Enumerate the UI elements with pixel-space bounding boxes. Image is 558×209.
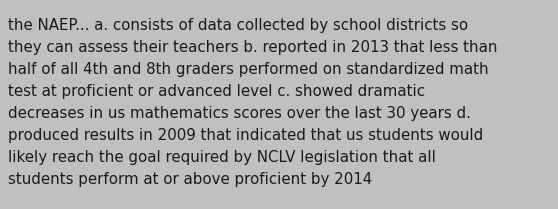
Text: the NAEP... a. consists of data collected by school districts so: the NAEP... a. consists of data collecte…	[8, 18, 468, 33]
Text: produced results in 2009 that indicated that us students would: produced results in 2009 that indicated …	[8, 128, 483, 143]
Text: likely reach the goal required by NCLV legislation that all: likely reach the goal required by NCLV l…	[8, 150, 436, 165]
Text: students perform at or above proficient by 2014: students perform at or above proficient …	[8, 172, 372, 187]
Text: test at proficient or advanced level c. showed dramatic: test at proficient or advanced level c. …	[8, 84, 425, 99]
Text: they can assess their teachers b. reported in 2013 that less than: they can assess their teachers b. report…	[8, 40, 498, 55]
Text: half of all 4th and 8th graders performed on standardized math: half of all 4th and 8th graders performe…	[8, 62, 489, 77]
Text: decreases in us mathematics scores over the last 30 years d.: decreases in us mathematics scores over …	[8, 106, 471, 121]
